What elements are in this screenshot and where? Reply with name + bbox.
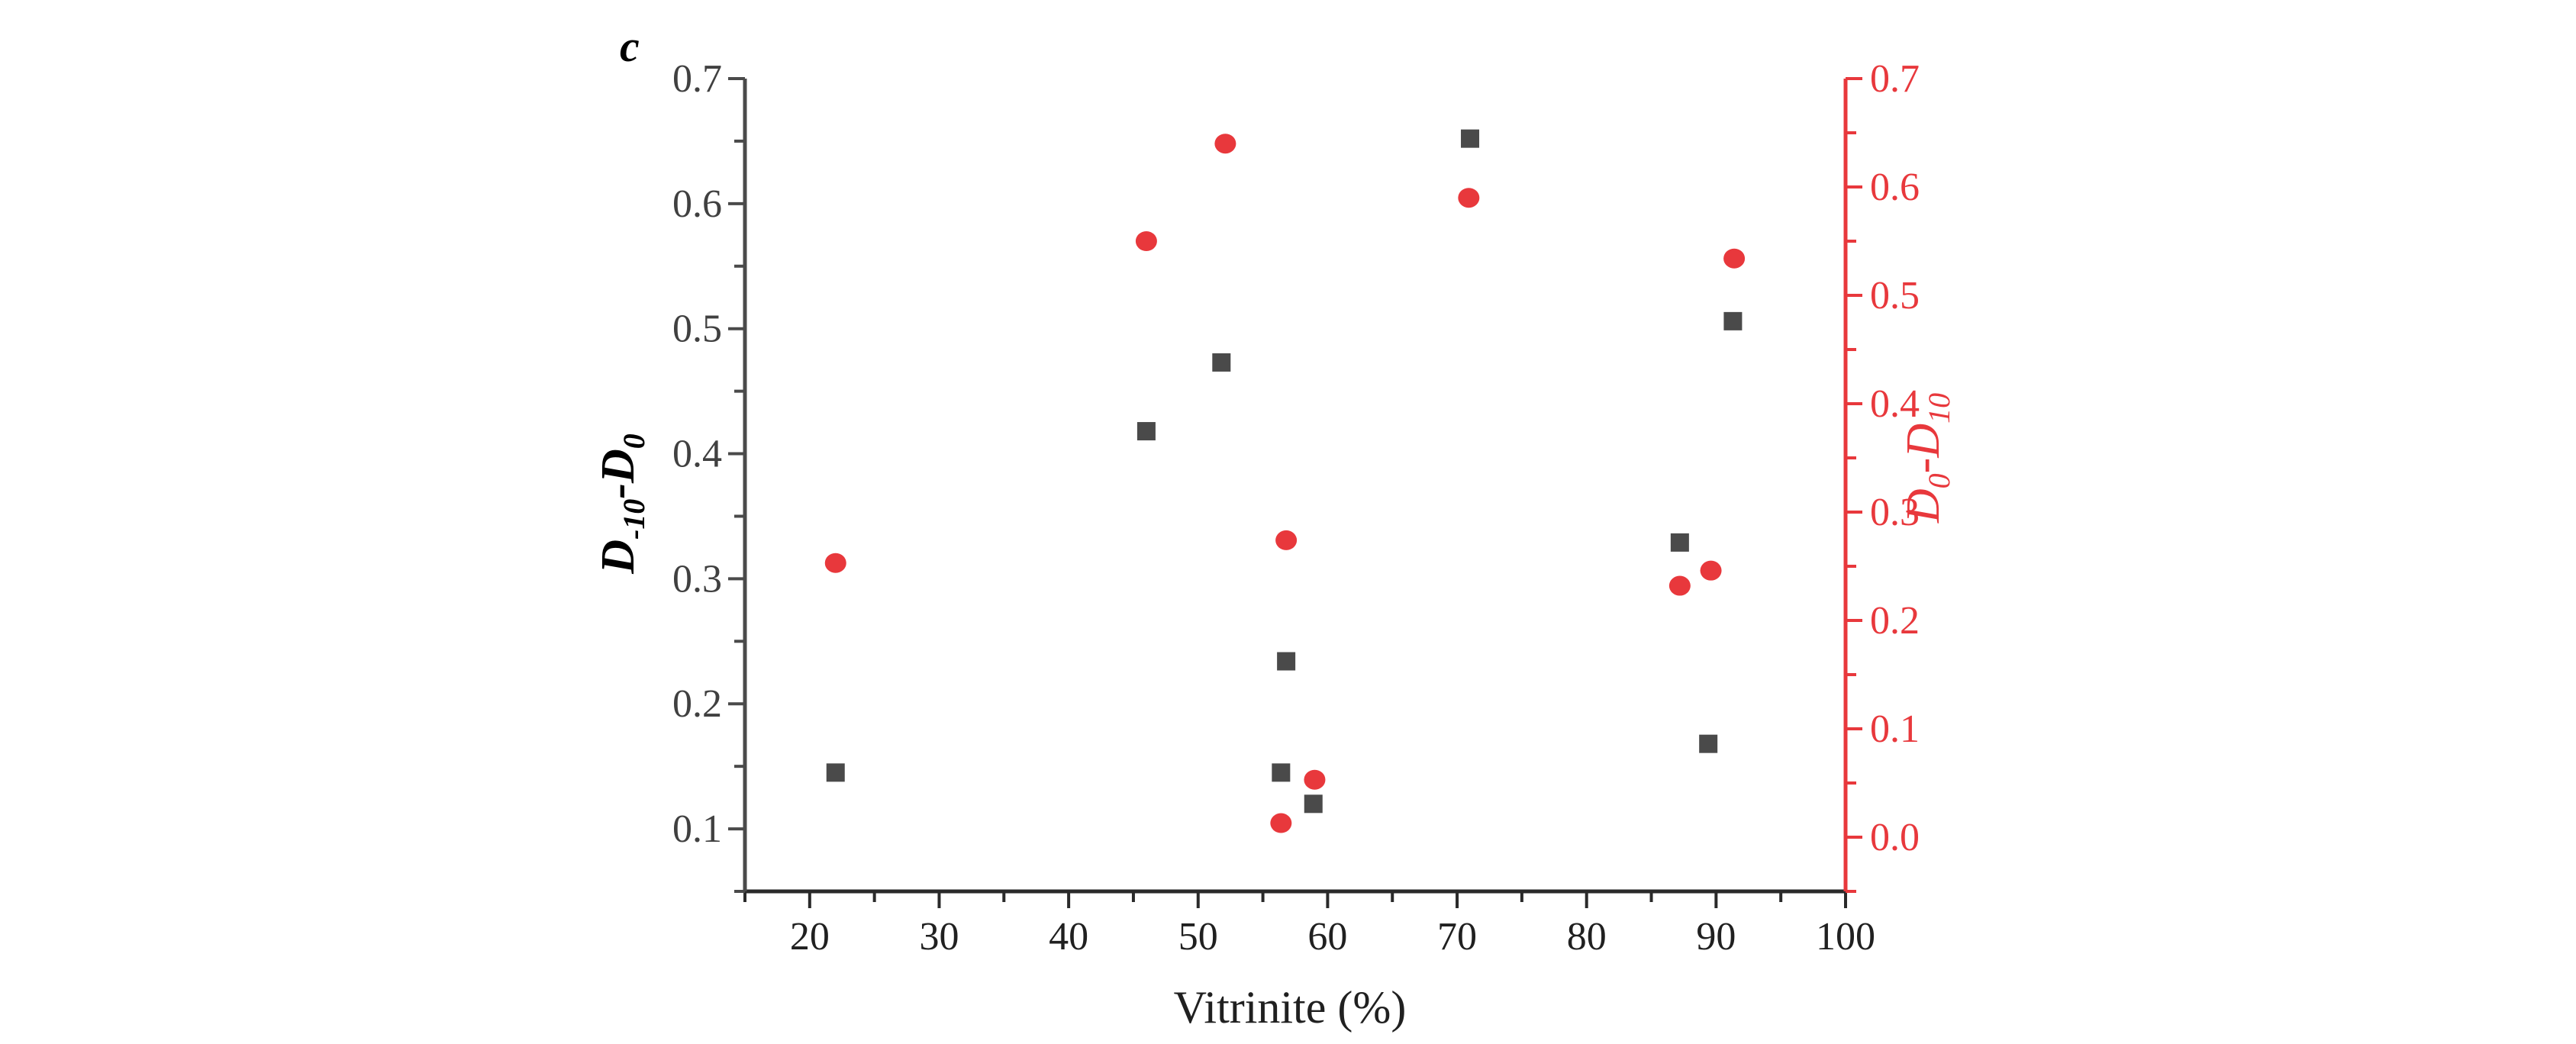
x-tick-label: 100 <box>1816 915 1875 959</box>
x-axis-label: Vitrinite (%) <box>1174 982 1407 1033</box>
left-y-tick-label: 0.5 <box>672 308 722 351</box>
left-y-label-d2: D <box>592 449 644 484</box>
x-tick-label: 70 <box>1437 915 1477 959</box>
circle-data-point <box>1304 769 1326 790</box>
square-data-point <box>1304 794 1323 814</box>
circle-data-point <box>1723 248 1746 269</box>
circle-data-point <box>1275 530 1298 550</box>
left-y-label-dash: - <box>592 483 644 499</box>
x-tick-label: 50 <box>1178 915 1218 959</box>
right-y-tick-label: 0.0 <box>1870 816 1920 859</box>
square-data-point <box>1272 763 1291 782</box>
square-data-point <box>1277 652 1296 671</box>
circle-data-point <box>1458 188 1480 208</box>
right-y-tick-label: 0.7 <box>1870 57 1920 101</box>
left-y-tick-label: 0.6 <box>672 182 722 226</box>
left-y-label-d1: D <box>592 540 644 575</box>
circle-data-point <box>1700 560 1722 581</box>
square-data-point <box>1136 422 1156 441</box>
right-y-label-sub2: 10 <box>1922 393 1956 424</box>
right-y-tick-label: 0.3 <box>1870 491 1920 534</box>
left-y-tick-label: 0.7 <box>672 57 722 101</box>
square-data-point <box>826 763 845 782</box>
square-data-point <box>1670 533 1689 552</box>
x-tick-label: 90 <box>1696 915 1736 959</box>
left-y-axis-label: D-10-D0 <box>592 433 651 575</box>
right-y-tick-label: 0.1 <box>1870 707 1920 751</box>
square-data-point <box>1723 311 1743 330</box>
left-y-tick-label: 0.4 <box>672 433 722 476</box>
x-tick-label: 20 <box>790 915 830 959</box>
circle-data-point <box>1135 231 1157 251</box>
left-y-tick-label: 0.1 <box>672 807 722 851</box>
right-y-tick-label: 0.5 <box>1870 274 1920 317</box>
right-y-label-d1: D <box>1897 488 1949 524</box>
circle-data-point <box>1270 813 1292 833</box>
right-y-tick-label: 0.6 <box>1870 166 1920 209</box>
x-tick-label: 80 <box>1567 915 1607 959</box>
circle-data-point <box>1668 575 1691 596</box>
x-tick-label: 60 <box>1307 915 1347 959</box>
x-tick-label: 30 <box>919 915 959 959</box>
right-y-tick-label: 0.2 <box>1870 599 1920 643</box>
square-data-point <box>1461 129 1480 148</box>
square-data-point <box>1699 734 1718 753</box>
left-y-tick-label: 0.2 <box>672 682 722 726</box>
right-y-label-dash: - <box>1897 458 1949 474</box>
right-y-axis-label: D0-D10 <box>1897 393 1956 524</box>
plot-area: 20 30 40 50 60 70 80 90 100 0.1 0.2 0.3 0.4 0.5 0.6 0.7… <box>672 57 1920 959</box>
panel-label: c <box>620 21 640 71</box>
right-y-tick-label: 0.4 <box>1870 382 1920 426</box>
right-y-label-sub1: 0 <box>1922 473 1956 488</box>
left-y-tick-label: 0.3 <box>672 557 722 601</box>
right-y-label-d2: D <box>1897 424 1949 459</box>
circle-data-point <box>1214 134 1236 154</box>
circle-data-point <box>824 553 846 573</box>
left-y-label-sub1: -10 <box>617 499 651 540</box>
left-y-label-sub2: 0 <box>617 433 651 449</box>
square-data-point <box>1212 353 1231 372</box>
x-tick-label: 40 <box>1049 915 1088 959</box>
